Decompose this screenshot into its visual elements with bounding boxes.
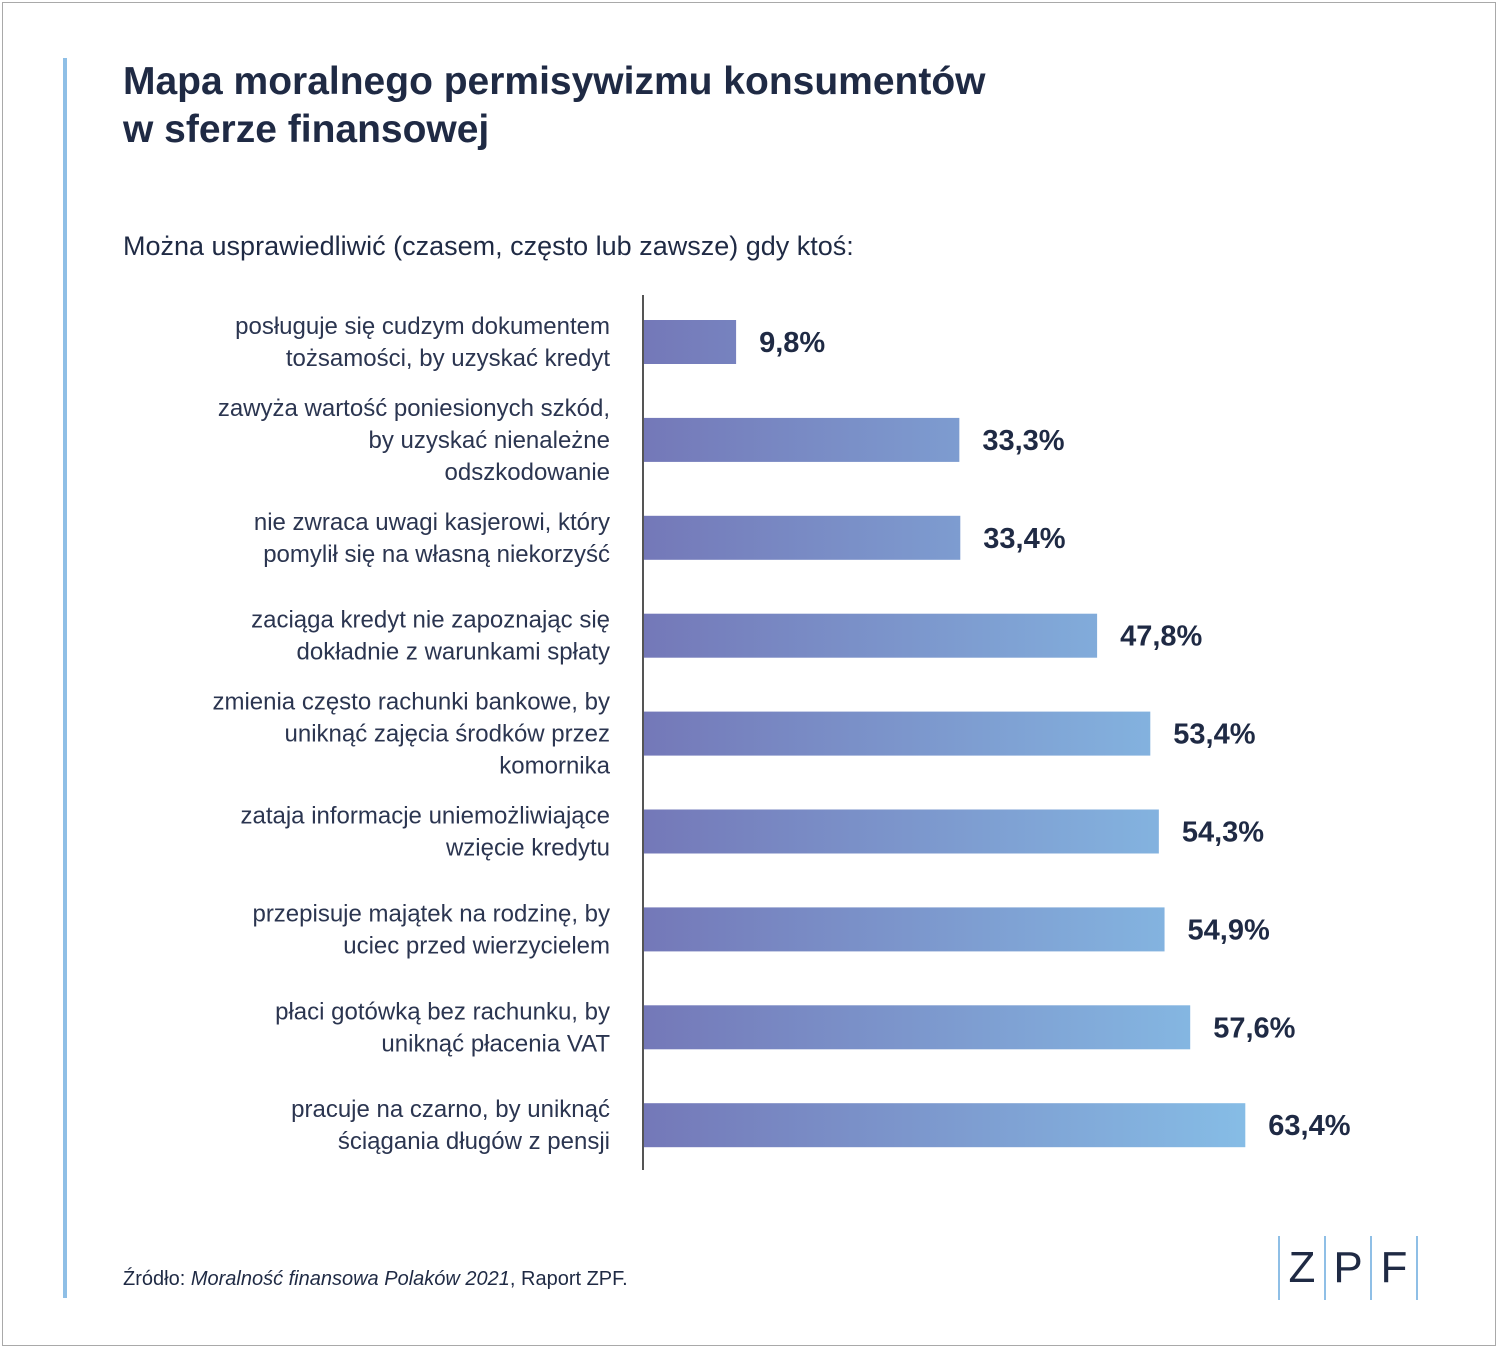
logo-separator (1324, 1236, 1326, 1300)
bar-value-label: 9,8% (759, 327, 825, 359)
category-label: zmienia często rachunki bankowe, by unikn… (212, 689, 610, 780)
bar-value-label: 47,8% (1120, 621, 1202, 653)
logo-separator (1370, 1236, 1372, 1300)
source-suffix: , Raport ZPF. (509, 1268, 628, 1290)
bar-value-label: 54,9% (1188, 914, 1270, 946)
zpf-logo: Z P F (1278, 1236, 1418, 1300)
bar (643, 711, 1151, 756)
source-note: Źródło: Moralność finansowa Polaków 2021… (123, 1268, 628, 1291)
category-label: nie zwraca uwagi kasjerowi, który pomylił… (254, 509, 610, 568)
bar-value-label: 53,4% (1173, 719, 1255, 751)
category-label: pracuje na czarno, by uniknąć ściągania d… (291, 1096, 610, 1155)
bar (643, 809, 1159, 854)
bar (643, 1005, 1191, 1050)
chart-title: Mapa moralnego permisywizmu konsumentów … (123, 60, 986, 151)
accent-line (63, 58, 67, 1298)
bar (643, 907, 1165, 952)
bar-value-label: 33,4% (983, 523, 1065, 555)
logo-letter-p: P (1333, 1243, 1363, 1292)
category-label: zawyża wartość poniesionych szkód, by uzy… (218, 395, 610, 486)
logo-letter-f: F (1380, 1243, 1408, 1292)
bar (643, 1103, 1246, 1148)
bar-value-label: 63,4% (1268, 1110, 1350, 1142)
category-label: zaciąga kredyt nie zapoznając się dokładn… (251, 607, 610, 666)
bar (643, 515, 961, 560)
source-title: Moralność finansowa Polaków 2021 (190, 1268, 510, 1290)
bar-value-label: 33,3% (982, 425, 1064, 457)
bar-value-label: 54,3% (1182, 817, 1264, 849)
category-label: przepisuje majątek na rodzinę, by uciec p… (252, 900, 610, 959)
chart-subtitle: Można usprawiedliwić (czasem, często lub… (123, 231, 854, 261)
bar (643, 320, 737, 364)
bar-value-label: 57,6% (1213, 1012, 1295, 1044)
bar (643, 417, 960, 462)
source-prefix: Źródło: (123, 1268, 191, 1290)
logo-separator (1278, 1236, 1280, 1300)
category-label: zataja informacje uniemożliwiające wzięci… (240, 803, 610, 862)
logo-letter-z: Z (1288, 1243, 1316, 1292)
category-label: posługuje się cudzym dokumentem tożsamośc… (235, 313, 610, 372)
category-label: płaci gotówką bez rachunku, by uniknąć pł… (275, 998, 610, 1057)
bar (643, 613, 1098, 658)
logo-separator (1416, 1236, 1418, 1300)
